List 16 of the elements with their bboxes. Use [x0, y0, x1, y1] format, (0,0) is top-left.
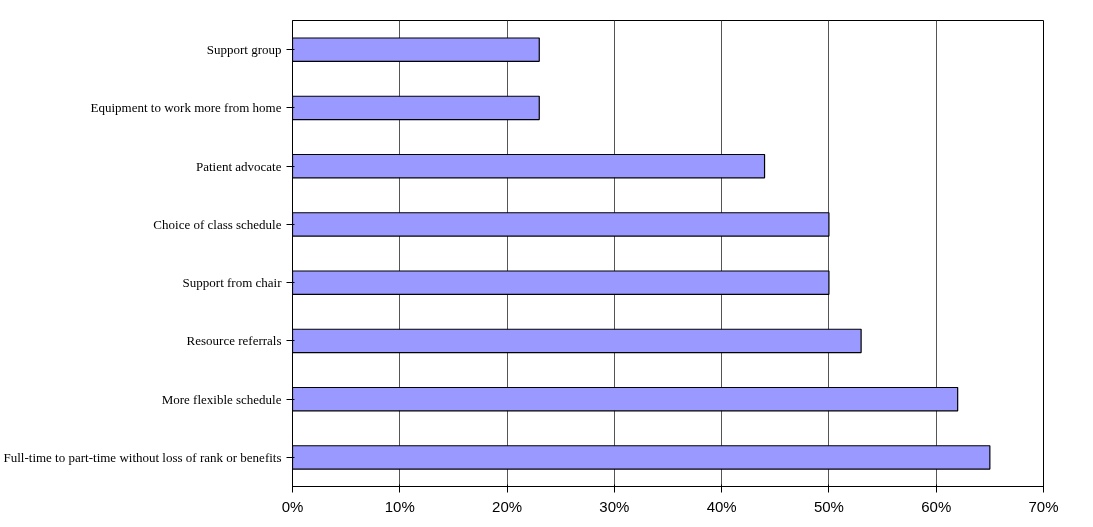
- y-tick-label: Patient advocate: [195, 158, 282, 174]
- x-tick-label: 40%: [706, 497, 737, 515]
- x-tick-label: 20%: [492, 497, 523, 515]
- x-tick-label: 10%: [384, 497, 415, 515]
- x-tick-label: 50%: [813, 497, 844, 515]
- x-tick-label: 60%: [921, 497, 952, 515]
- y-tick-label: Support group: [206, 42, 282, 58]
- y-tick-label: Equipment to work more from home: [90, 100, 282, 116]
- y-tick-label: Choice of class schedule: [153, 216, 282, 232]
- y-tick-label: Resource referrals: [186, 333, 282, 349]
- x-tick-label: 70%: [1028, 497, 1059, 515]
- y-tick-label: Support from chair: [182, 275, 283, 291]
- y-tick-label: More flexible schedule: [161, 391, 282, 407]
- y-tick-label: Full-time to part-time without loss of rank or benefits: [3, 449, 282, 465]
- x-tick-label: 30%: [599, 497, 630, 515]
- x-tick-label: 0%: [281, 497, 304, 515]
